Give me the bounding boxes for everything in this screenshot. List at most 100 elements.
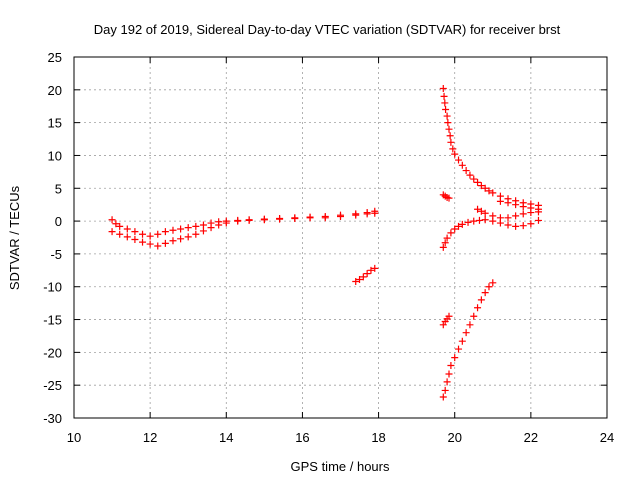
- grid: [74, 57, 607, 418]
- data-point: [496, 197, 504, 205]
- data-series: [439, 191, 453, 202]
- data-point: [445, 194, 453, 202]
- data-point: [139, 238, 147, 246]
- data-point: [146, 232, 154, 240]
- x-axis-ticks: 10 12 14 16 18 20 22 24: [67, 57, 614, 445]
- data-point: [177, 235, 185, 243]
- data-point: [161, 228, 169, 236]
- data-point: [440, 92, 448, 100]
- data-series: [352, 264, 379, 285]
- data-point: [443, 234, 451, 242]
- data-point: [352, 211, 360, 219]
- data-point: [260, 216, 268, 224]
- data-point: [371, 209, 379, 217]
- data-point: [474, 205, 482, 213]
- y-tick-label: -5: [50, 247, 62, 262]
- y-tick-label: 20: [48, 83, 62, 98]
- data-point: [108, 228, 116, 236]
- y-axis-label: SDTVAR / TECUs: [7, 185, 22, 290]
- data-point: [475, 216, 483, 224]
- data-point: [458, 220, 466, 228]
- data-point: [458, 337, 466, 345]
- data-point: [481, 209, 489, 217]
- data-point: [112, 220, 120, 228]
- data-point: [442, 106, 450, 114]
- data-point: [207, 224, 215, 232]
- data-point: [504, 214, 512, 222]
- data-point: [447, 138, 455, 146]
- data-point: [481, 289, 489, 297]
- data-point: [462, 329, 470, 337]
- data-point: [447, 229, 455, 237]
- data-point: [477, 207, 485, 215]
- data-point: [337, 212, 344, 220]
- data-series: [108, 207, 379, 240]
- data-point: [489, 217, 497, 225]
- data-point: [489, 279, 497, 287]
- data-point: [245, 216, 253, 224]
- y-tick-label: -10: [43, 280, 62, 295]
- data-point: [356, 276, 364, 284]
- data-point: [123, 233, 131, 241]
- data-point: [222, 219, 230, 227]
- data-point: [477, 182, 485, 190]
- data-point: [474, 178, 482, 186]
- y-tick-label: -20: [43, 345, 62, 360]
- y-tick-label: 0: [55, 214, 62, 229]
- data-point: [131, 228, 139, 236]
- data-point: [496, 219, 504, 227]
- data-series: [439, 312, 453, 329]
- data-point: [451, 225, 459, 233]
- x-axis-label: GPS time / hours: [291, 459, 390, 474]
- y-axis-ticks: -30 -25 -20 -15 -10 -5 0 5 10 15 20 25: [43, 50, 607, 426]
- data-point: [161, 239, 169, 247]
- data-point: [527, 209, 535, 217]
- x-tick-label: 10: [67, 430, 81, 445]
- data-point: [534, 208, 542, 216]
- data-point: [367, 266, 375, 274]
- data-point: [504, 221, 512, 229]
- data-point: [449, 145, 457, 153]
- data-point: [439, 243, 447, 251]
- y-tick-label: -30: [43, 411, 62, 426]
- data-point: [485, 187, 493, 195]
- data-point: [359, 273, 367, 281]
- data-series: [439, 85, 542, 209]
- data-point: [123, 225, 131, 233]
- data-point: [470, 217, 478, 225]
- data-point: [352, 277, 360, 285]
- data-point: [464, 218, 472, 226]
- data-point: [504, 199, 512, 207]
- data-point: [363, 210, 371, 218]
- data-point: [146, 240, 154, 248]
- data-point: [512, 201, 520, 209]
- y-tick-label: 25: [48, 50, 62, 65]
- data-point: [116, 222, 124, 230]
- data-point: [445, 312, 453, 320]
- data-point: [169, 237, 177, 245]
- x-tick-label: 16: [295, 430, 309, 445]
- chart-title: Day 192 of 2019, Sidereal Day-to-day VTE…: [94, 22, 561, 37]
- data-point: [169, 226, 177, 234]
- data-point: [234, 217, 242, 225]
- x-tick-label: 12: [143, 430, 157, 445]
- data-point: [441, 386, 449, 394]
- data-point: [527, 220, 535, 228]
- data-point: [519, 222, 527, 230]
- x-tick-label: 22: [524, 430, 538, 445]
- data-point: [443, 378, 451, 386]
- x-tick-label: 24: [600, 430, 614, 445]
- x-tick-label: 20: [447, 430, 461, 445]
- data-point: [184, 224, 192, 232]
- data-point: [462, 167, 470, 175]
- data-point: [116, 230, 124, 238]
- data-point: [474, 304, 482, 312]
- data-point: [470, 175, 478, 183]
- data-point: [199, 221, 207, 229]
- data-point: [192, 222, 200, 230]
- data-point: [445, 125, 453, 133]
- data-point: [443, 112, 451, 120]
- y-tick-label: -15: [43, 313, 62, 328]
- data-point: [470, 312, 478, 320]
